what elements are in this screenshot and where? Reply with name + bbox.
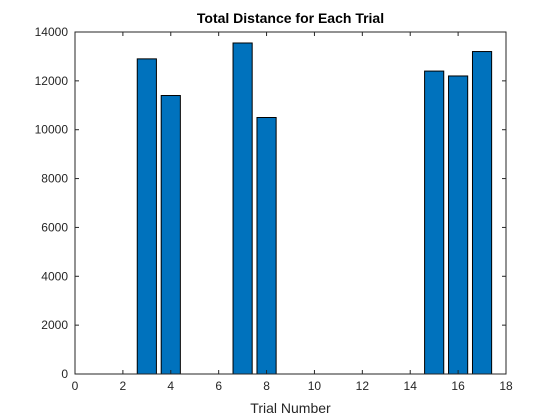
bar-trial-3 (136, 58, 157, 375)
plot-area-frame (74, 31, 507, 375)
bars-layer (136, 42, 493, 375)
bar-trial-7 (232, 42, 253, 375)
x-tick-label: 10 (308, 379, 322, 393)
x-tick-label: 0 (72, 379, 79, 393)
y-tick-label: 2000 (41, 318, 68, 332)
y-tick-label: 8000 (41, 172, 68, 186)
x-tick-label: 14 (404, 379, 418, 393)
x-axis-title: Trial Number (250, 400, 331, 416)
y-tick-label: 12000 (35, 74, 69, 88)
x-tick-label: 2 (120, 379, 127, 393)
bar-trial-17 (471, 51, 493, 375)
y-tick-label: 6000 (41, 220, 68, 234)
x-tick-label: 18 (499, 379, 513, 393)
x-tick-label: 8 (263, 379, 270, 393)
y-tick-label: 0 (61, 367, 68, 381)
x-tick-label: 6 (215, 379, 222, 393)
y-tick-label: 10000 (35, 123, 69, 137)
x-tick-label: 16 (451, 379, 465, 393)
x-tick-label: 4 (167, 379, 174, 393)
x-tick-label: 12 (356, 379, 370, 393)
chart-title: Total Distance for Each Trial (197, 10, 384, 26)
bar-trial-4 (160, 95, 181, 375)
ticks-layer: 0 2 4 6 8 10 12 14 16 18 0 2000 4000 6000 8000 10000 120… (35, 25, 513, 393)
bar-trial-8 (256, 117, 277, 375)
y-tick-label: 4000 (41, 269, 68, 283)
bar-trial-16 (448, 75, 469, 375)
y-tick-label: 14000 (35, 25, 69, 39)
bar-trial-15 (424, 70, 445, 375)
